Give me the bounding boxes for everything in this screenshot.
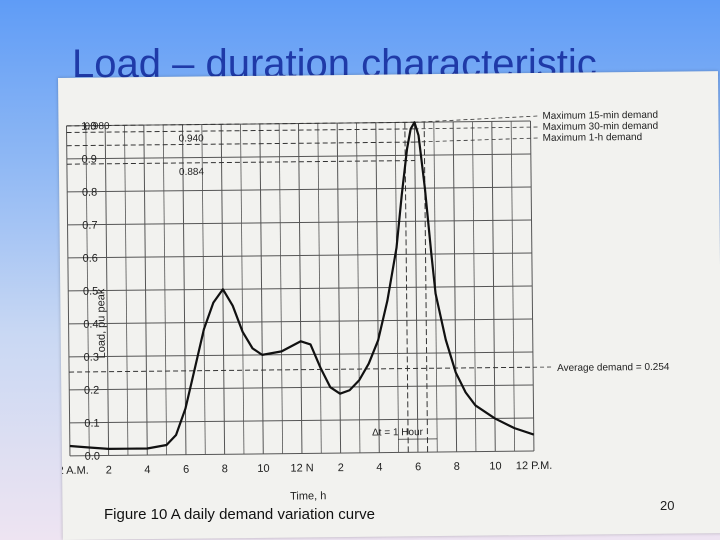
peak-window-line	[423, 122, 429, 453]
page-number: 20	[660, 498, 675, 513]
reference-line	[66, 160, 415, 165]
reference-label: Maximum 15-min demand	[542, 110, 658, 122]
y-axis-title: Load, pu peak	[95, 288, 108, 358]
grid-line-horizontal	[68, 351, 533, 358]
load-curve-line	[69, 121, 535, 450]
grid-line-horizontal	[67, 186, 532, 193]
reference-label: Maximum 30-min demand	[542, 121, 658, 133]
x-tick-label: 6	[415, 461, 421, 473]
x-tick-label: 6	[183, 464, 189, 476]
y-tick-label: 0.7	[82, 220, 97, 232]
grid-line-horizontal	[67, 219, 532, 226]
reference-line	[66, 141, 415, 147]
scanned-figure: 0.0 0.1 0.2 0.3 0.4 0.5 0.6 0.7 0.8 0.9 1.0 12 A.M.…	[58, 71, 720, 540]
y-tick-label: 0.2	[84, 385, 99, 397]
y-tick-label: 0.3	[84, 352, 99, 364]
x-tick-label: 10	[489, 460, 501, 472]
y-tick-label: 0.0	[85, 451, 100, 463]
x-tick-label: 10	[257, 463, 269, 475]
figure-caption: Figure 10 A daily demand variation curve	[104, 506, 375, 523]
reference-line	[66, 128, 415, 134]
x-tick-label: 2	[106, 464, 112, 476]
y-tick-label: 0.1	[84, 418, 99, 430]
reference-line	[66, 121, 415, 127]
reference-tick-label: 0.884	[179, 167, 205, 178]
reference-line	[69, 366, 534, 373]
grid-line-vertical	[66, 125, 71, 456]
reference-tick-label: 0.940	[179, 133, 205, 144]
x-tick-label: 12 P.M.	[516, 460, 553, 472]
y-tick-label: 0.8	[82, 187, 97, 199]
x-tick-label: 12 N	[290, 462, 313, 474]
reference-label: Average demand = 0.254	[557, 362, 670, 374]
grid-line-horizontal	[69, 384, 534, 391]
x-axis-title: Time, h	[290, 490, 326, 502]
load-curve-chart: 0.0 0.1 0.2 0.3 0.4 0.5 0.6 0.7 0.8 0.9 1.0 12 A.M.…	[58, 110, 670, 503]
y-tick-label: 1.0	[81, 121, 96, 133]
grid-line-horizontal	[66, 120, 531, 127]
grid-line-horizontal	[68, 285, 533, 292]
y-tick-label: 0.5	[83, 286, 98, 298]
x-tick-label: 8	[454, 461, 460, 473]
x-tick-label: 4	[144, 464, 150, 476]
grid-line-horizontal	[67, 252, 532, 259]
peak-window-line	[404, 122, 409, 453]
x-tick-label: 4	[376, 462, 382, 474]
delta-t-label: Δt = 1 Hour	[372, 427, 424, 439]
y-tick-label: 0.6	[83, 253, 98, 265]
reference-leader	[414, 126, 539, 130]
grid-line-horizontal	[69, 450, 534, 457]
x-tick-label: 8	[222, 463, 228, 475]
reference-tick-label: 0.980	[84, 121, 110, 132]
x-tick-label: 2	[338, 462, 344, 474]
x-tick-label: 12 A.M.	[58, 465, 89, 477]
grid-line-horizontal	[66, 153, 531, 160]
reference-leader	[414, 137, 539, 143]
grid-line-horizontal	[68, 318, 533, 325]
reference-label: Maximum 1-h demand	[543, 132, 643, 144]
y-tick-label: 0.9	[81, 154, 96, 166]
y-tick-label: 0.4	[83, 319, 98, 331]
grid-line-horizontal	[69, 417, 534, 424]
